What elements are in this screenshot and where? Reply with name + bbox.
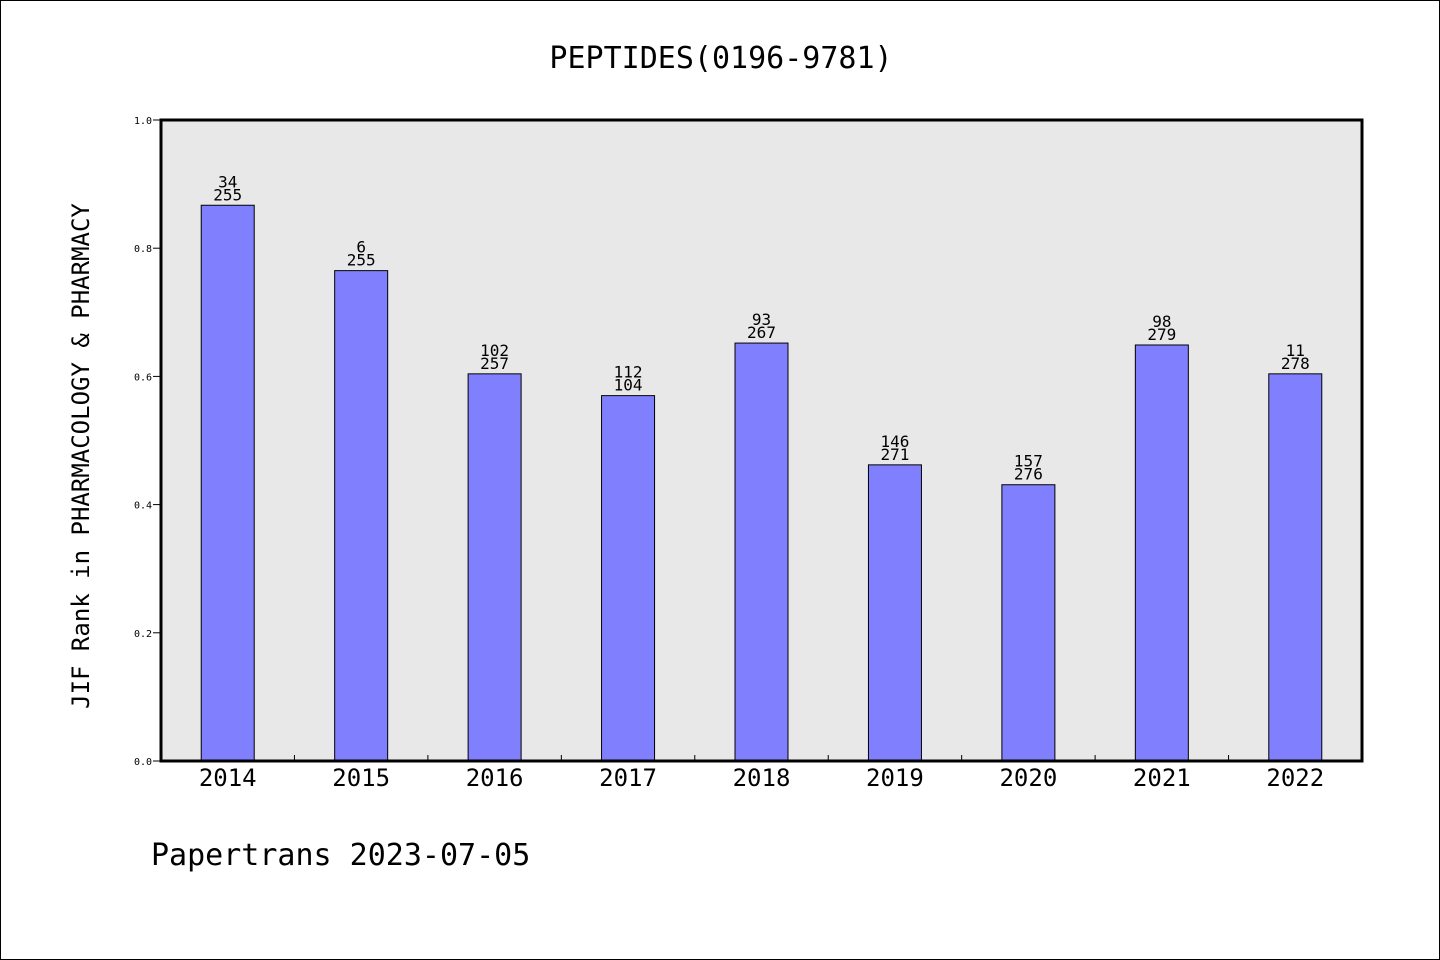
x-tick-label: 2017 <box>599 764 657 792</box>
y-axis-label: JIF Rank in PHARMACOLOGY & PHARMACY <box>67 203 95 709</box>
bar-rank-label: 6 <box>356 238 366 257</box>
y-tick-label: 0.0 <box>134 757 152 768</box>
bar-rank-label: 112 <box>614 363 643 382</box>
bar-total-label: 255 <box>347 251 376 270</box>
bar <box>734 342 789 762</box>
y-tick-label: 0.6 <box>134 372 152 383</box>
bar <box>334 270 389 762</box>
footer-credit: Papertrans 2023-07-05 <box>151 838 530 873</box>
bar <box>1134 344 1189 762</box>
bar-rank-label: 34 <box>218 172 237 191</box>
bar-total-label: 257 <box>480 354 509 373</box>
axis-ticks: 0.0 0.2 0.4 0.6 0.8 1.0 2014 2015 2016 2017 2018 20… <box>134 116 1324 792</box>
bar-total-label: 278 <box>1281 354 1310 373</box>
bar-total-label: 276 <box>1014 465 1043 484</box>
bar-rank-label: 93 <box>752 310 771 329</box>
x-tick-label: 2015 <box>332 764 390 792</box>
bar-total-label: 271 <box>880 445 909 464</box>
bar-total-label: 279 <box>1147 325 1176 344</box>
bar-total-label: 255 <box>213 185 242 204</box>
bar-total-label: 104 <box>614 376 643 395</box>
plot-border <box>159 118 1364 763</box>
chart-title: PEPTIDES(0196-9781) <box>549 41 892 76</box>
x-tick-label: 2018 <box>733 764 791 792</box>
bar-rank-label: 102 <box>480 341 509 360</box>
x-tick-label: 2020 <box>999 764 1057 792</box>
x-tick-label: 2021 <box>1133 764 1191 792</box>
bar-rank-label: 146 <box>880 432 909 451</box>
bar-total-label: 267 <box>747 323 776 342</box>
y-tick-label: 0.8 <box>134 244 152 255</box>
bar <box>200 204 255 762</box>
x-tick-label: 2014 <box>199 764 257 792</box>
bar-rank-label: 157 <box>1014 452 1043 471</box>
y-tick-label: 1.0 <box>134 116 152 127</box>
bar <box>867 464 922 762</box>
x-tick-label: 2022 <box>1266 764 1324 792</box>
x-tick-label: 2016 <box>466 764 524 792</box>
x-tick-label: 2019 <box>866 764 924 792</box>
bar-rank-label: 11 <box>1286 341 1305 360</box>
bar <box>1001 484 1056 762</box>
y-tick-label: 0.4 <box>134 501 152 512</box>
y-tick-label: 0.2 <box>134 629 152 640</box>
bar <box>1268 373 1323 762</box>
bar <box>467 373 522 762</box>
bar <box>601 395 656 762</box>
bar-rank-label: 98 <box>1152 312 1171 331</box>
